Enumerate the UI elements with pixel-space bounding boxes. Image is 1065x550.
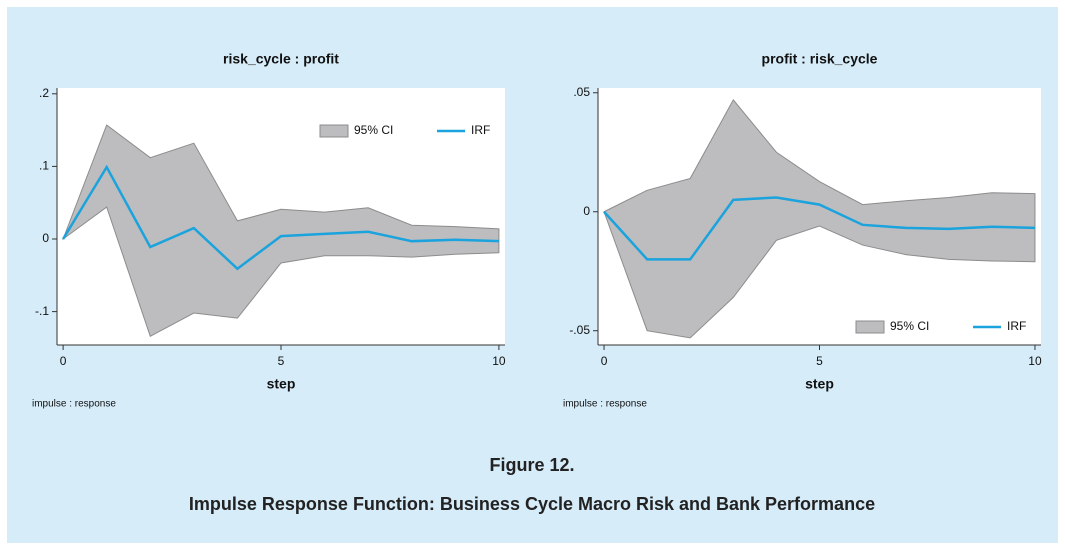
irf-line: [62, 164, 499, 271]
legend-label: 95% CI: [354, 123, 393, 137]
note: impulse : response: [32, 399, 116, 410]
y-tick-label: 0: [42, 231, 49, 245]
x-tick-label: 5: [816, 354, 823, 368]
x-tick-label: 0: [601, 354, 608, 368]
figure-title: Impulse Response Function: Business Cycl…: [189, 494, 875, 514]
note: impulse : response: [563, 399, 647, 410]
y-tick-label: .1: [39, 159, 49, 173]
irf-line: [603, 196, 1036, 261]
y-tick-label: -.1: [35, 304, 49, 318]
legend-swatch: [855, 320, 885, 334]
chart-title: profit : risk_cycle: [762, 51, 878, 67]
x-tick-label: 10: [1028, 354, 1042, 368]
legend-label: IRF: [471, 123, 490, 137]
x-axis-label: step: [805, 376, 834, 392]
legend-label: 95% CI: [890, 319, 929, 333]
legend-label: IRF: [1007, 319, 1026, 333]
x-tick-label: 5: [278, 354, 285, 368]
figure-label: Figure 12.: [489, 455, 574, 475]
x-axis-label: step: [267, 376, 296, 392]
y-tick-label: .2: [39, 86, 49, 100]
y-tick-label: 0: [583, 204, 590, 218]
x-tick-label: 10: [492, 354, 506, 368]
chart-title: risk_cycle : profit: [223, 51, 339, 67]
legend-swatch: [319, 124, 349, 138]
x-tick-label: 0: [60, 354, 67, 368]
y-tick-label: .05: [573, 85, 590, 99]
y-tick-label: -.05: [569, 323, 590, 337]
